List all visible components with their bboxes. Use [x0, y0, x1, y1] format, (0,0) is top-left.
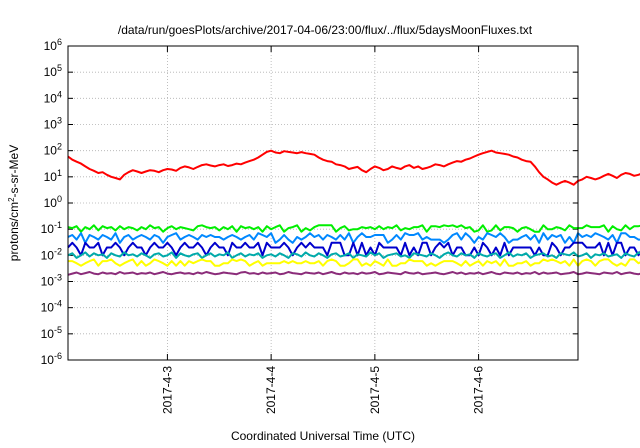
- series-line-3: [67, 232, 640, 244]
- series-line-4: [67, 241, 640, 257]
- x-axis: 2017-4-3 2017-4-4 2017-4-5 2017-4-6: [160, 46, 486, 414]
- x-axis-label: Coordinated Universal Time (UTC): [231, 429, 415, 443]
- y-tick-label: 105: [44, 63, 62, 79]
- x-tick-label: 2017-4-5: [368, 366, 382, 414]
- y-tick-label: 104: [44, 89, 62, 105]
- y-tick-label: 106: [44, 37, 62, 53]
- series-line-5: [67, 251, 640, 259]
- y-axis-label-suffix: -s-sr-MeV: [7, 145, 21, 198]
- y-axis-label-prefix: protons/cm: [7, 202, 21, 261]
- y-tick-label: 10-6: [41, 351, 62, 367]
- series-line-1: [67, 149, 640, 186]
- y-axis-label: protons/cm2-s-sr-MeV: [7, 145, 22, 261]
- y-tick-label: 10-1: [41, 220, 62, 236]
- x-tick-label: 2017-4-6: [472, 366, 486, 414]
- y-tick-label: 102: [44, 142, 62, 158]
- y-tick-label: 10-3: [41, 273, 62, 289]
- grid: [68, 46, 578, 360]
- series-line-7: [67, 271, 640, 276]
- y-axis-label-sup: 2: [7, 197, 16, 202]
- series-lines: [67, 149, 640, 276]
- y-tick-label: 103: [44, 116, 62, 132]
- chart-title: /data/run/goesPlots/archive/2017-04-06/2…: [118, 23, 533, 37]
- y-tick-label: 10-4: [41, 299, 62, 315]
- series-line-6: [68, 258, 640, 267]
- y-tick-label: 10-5: [41, 325, 62, 341]
- series-line-2: [67, 224, 640, 233]
- x-tick-label: 2017-4-3: [160, 366, 174, 414]
- x-tick-label: 2017-4-4: [264, 366, 278, 414]
- y-tick-label: 10-2: [41, 246, 62, 262]
- y-axis: 10-6 10-5 10-4 10-3 10-2 10-1 100 101 102 103 104 1…: [41, 37, 578, 367]
- y-tick-label: 100: [44, 194, 62, 210]
- y-tick-label: 101: [44, 168, 62, 184]
- plot-frame: [67, 45, 579, 361]
